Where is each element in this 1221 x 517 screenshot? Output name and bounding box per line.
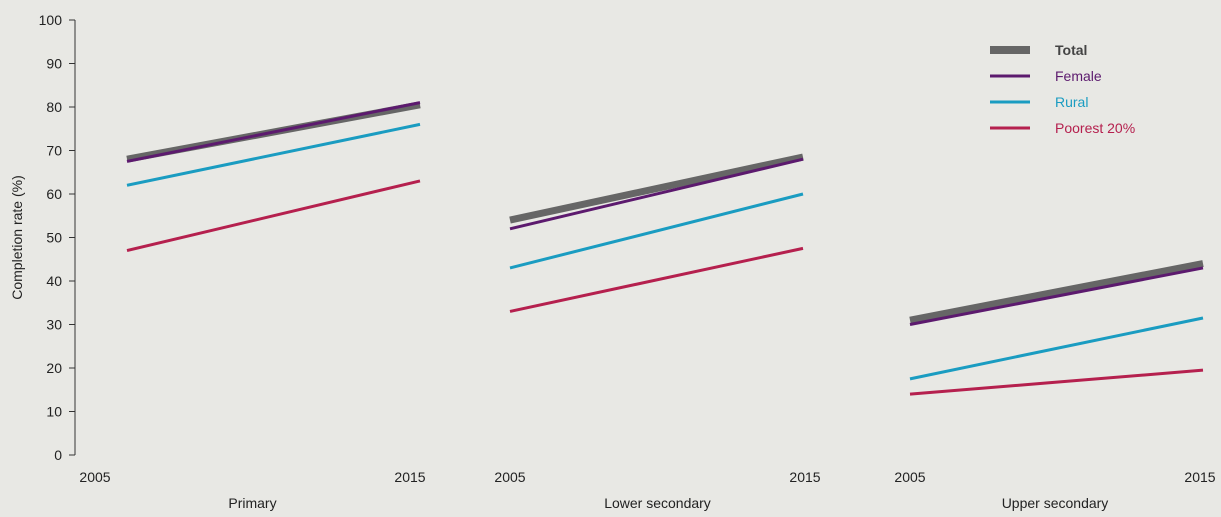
legend-label: Female bbox=[1055, 68, 1102, 84]
panel-lower-secondary: 2005 2015 Lower secondary bbox=[494, 153, 821, 511]
y-tick-label: 80 bbox=[46, 99, 62, 115]
series-line-poorest-20- bbox=[909, 368, 1204, 396]
panel-primary: 2005 2015 Primary bbox=[79, 101, 426, 511]
y-tick-label: 70 bbox=[46, 143, 62, 159]
series-line-female bbox=[126, 101, 421, 163]
series-line-total bbox=[909, 260, 1204, 324]
x-tick-label-start: 2005 bbox=[494, 469, 525, 485]
series-line-rural bbox=[126, 122, 421, 187]
panel-title: Primary bbox=[228, 495, 276, 511]
y-tick-label: 50 bbox=[46, 230, 62, 246]
series-line-poorest-20- bbox=[509, 246, 804, 313]
x-tick-label-end: 2015 bbox=[394, 469, 425, 485]
y-axis-title: Completion rate (%) bbox=[9, 175, 25, 300]
series-line-female bbox=[509, 157, 804, 231]
legend: Total Female Rural Poorest 20% bbox=[990, 42, 1135, 136]
x-tick-label-end: 2015 bbox=[789, 469, 820, 485]
y-tick-label: 40 bbox=[46, 273, 62, 289]
legend-label: Total bbox=[1055, 42, 1087, 58]
x-tick-label-end: 2015 bbox=[1184, 469, 1215, 485]
panel-title: Upper secondary bbox=[1002, 495, 1109, 511]
y-tick-label: 30 bbox=[46, 317, 62, 333]
y-axis: 0 10 20 30 40 50 60 70 80 90 100 Completion rate (%… bbox=[9, 12, 76, 463]
legend-item-rural: Rural bbox=[990, 94, 1088, 110]
x-tick-label-start: 2005 bbox=[894, 469, 925, 485]
legend-label: Poorest 20% bbox=[1055, 120, 1135, 136]
y-tick-label: 90 bbox=[46, 56, 62, 72]
series-line-total bbox=[509, 153, 804, 224]
panel-title: Lower secondary bbox=[604, 495, 711, 511]
legend-item-female: Female bbox=[990, 68, 1102, 84]
series-line-poorest-20- bbox=[126, 179, 421, 253]
series-line-female bbox=[909, 266, 1204, 326]
y-tick-label: 20 bbox=[46, 360, 62, 376]
y-tick-label: 100 bbox=[39, 12, 63, 28]
y-tick-label: 60 bbox=[46, 186, 62, 202]
legend-label: Rural bbox=[1055, 94, 1088, 110]
legend-item-total: Total bbox=[990, 42, 1087, 58]
x-tick-label-start: 2005 bbox=[79, 469, 110, 485]
series-line-rural bbox=[909, 316, 1204, 381]
legend-item-poorest-20-: Poorest 20% bbox=[990, 120, 1135, 136]
y-tick-label: 10 bbox=[46, 404, 62, 420]
panel-upper-secondary: 2005 2015 Upper secondary bbox=[894, 260, 1216, 511]
y-tick-label: 0 bbox=[54, 447, 62, 463]
series-line-rural bbox=[509, 192, 804, 270]
